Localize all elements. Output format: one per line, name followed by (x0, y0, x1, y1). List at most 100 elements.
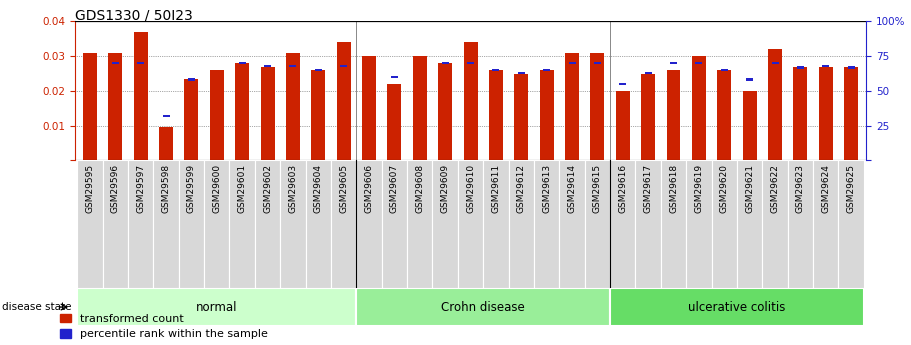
Bar (312, 70, 325, 160)
FancyBboxPatch shape (559, 160, 585, 288)
Bar (108, 53, 122, 160)
Bar (489, 70, 503, 160)
FancyBboxPatch shape (179, 160, 204, 288)
Text: GSM29612: GSM29612 (517, 164, 526, 213)
FancyBboxPatch shape (483, 160, 508, 288)
Text: GSM29598: GSM29598 (161, 164, 170, 213)
Text: GSM29607: GSM29607 (390, 164, 399, 213)
Bar (413, 56, 426, 160)
FancyBboxPatch shape (305, 160, 331, 288)
FancyBboxPatch shape (255, 160, 281, 288)
Bar (515, 73, 528, 160)
Bar (83, 53, 97, 160)
FancyBboxPatch shape (128, 160, 153, 288)
Text: GSM29597: GSM29597 (136, 164, 145, 213)
Bar (717, 70, 732, 160)
Bar (493, 69, 499, 71)
FancyBboxPatch shape (610, 288, 864, 326)
Bar (467, 62, 474, 65)
Bar (670, 62, 677, 65)
Text: GSM29604: GSM29604 (313, 164, 322, 213)
Bar (286, 53, 300, 160)
Bar (387, 84, 402, 160)
Bar (337, 42, 351, 160)
Bar (543, 69, 550, 71)
Text: GSM29613: GSM29613 (542, 164, 551, 213)
Text: GDS1330 / 50I23: GDS1330 / 50I23 (75, 9, 192, 23)
FancyBboxPatch shape (356, 160, 382, 288)
Text: GSM29623: GSM29623 (796, 164, 805, 213)
Text: GSM29603: GSM29603 (289, 164, 297, 213)
FancyBboxPatch shape (814, 160, 838, 288)
Text: GSM29615: GSM29615 (593, 164, 602, 213)
FancyBboxPatch shape (534, 160, 559, 288)
FancyBboxPatch shape (103, 160, 128, 288)
Text: GSM29605: GSM29605 (339, 164, 348, 213)
FancyBboxPatch shape (77, 160, 103, 288)
Text: GSM29611: GSM29611 (491, 164, 500, 213)
Bar (438, 63, 452, 160)
Text: GSM29614: GSM29614 (568, 164, 577, 213)
Text: GSM29620: GSM29620 (720, 164, 729, 213)
Bar (645, 71, 651, 74)
FancyBboxPatch shape (508, 160, 534, 288)
Bar (619, 83, 626, 85)
FancyBboxPatch shape (636, 160, 660, 288)
FancyBboxPatch shape (230, 160, 255, 288)
Bar (695, 62, 702, 65)
Bar (568, 62, 576, 65)
Bar (844, 67, 858, 160)
FancyBboxPatch shape (763, 160, 788, 288)
Text: GSM29618: GSM29618 (669, 164, 678, 213)
Bar (235, 63, 249, 160)
Bar (340, 65, 347, 67)
FancyBboxPatch shape (686, 160, 711, 288)
Bar (134, 32, 148, 160)
Text: GSM29600: GSM29600 (212, 164, 221, 213)
Bar (442, 62, 448, 65)
Text: ulcerative colitis: ulcerative colitis (689, 300, 785, 314)
Bar (188, 78, 195, 81)
Text: GSM29622: GSM29622 (771, 164, 780, 213)
Bar (138, 62, 144, 65)
Bar (692, 56, 706, 160)
Bar (819, 67, 833, 160)
Bar (742, 91, 757, 160)
Bar (746, 78, 753, 81)
Text: GSM29616: GSM29616 (619, 164, 628, 213)
Text: GSM29601: GSM29601 (238, 164, 247, 213)
Bar (594, 62, 601, 65)
Text: GSM29609: GSM29609 (441, 164, 450, 213)
FancyBboxPatch shape (281, 160, 305, 288)
Bar (847, 66, 855, 69)
Bar (315, 69, 322, 71)
Text: GSM29596: GSM29596 (111, 164, 120, 213)
Bar (823, 65, 829, 67)
Text: GSM29595: GSM29595 (86, 164, 95, 213)
Bar (184, 79, 199, 160)
Bar (721, 69, 728, 71)
Text: disease state: disease state (2, 302, 71, 312)
Bar (162, 115, 169, 117)
FancyBboxPatch shape (711, 160, 737, 288)
FancyBboxPatch shape (610, 160, 636, 288)
Bar (590, 53, 604, 160)
Text: GSM29625: GSM29625 (846, 164, 855, 213)
Bar (112, 62, 118, 65)
Text: GSM29608: GSM29608 (415, 164, 425, 213)
FancyBboxPatch shape (356, 288, 610, 326)
FancyBboxPatch shape (737, 160, 763, 288)
Legend: transformed count, percentile rank within the sample: transformed count, percentile rank withi… (60, 314, 268, 339)
FancyBboxPatch shape (458, 160, 483, 288)
FancyBboxPatch shape (382, 160, 407, 288)
Text: GSM29606: GSM29606 (364, 164, 374, 213)
Text: GSM29624: GSM29624 (821, 164, 830, 213)
Bar (210, 70, 224, 160)
Text: normal: normal (196, 300, 238, 314)
Bar (261, 67, 274, 160)
Bar (616, 91, 630, 160)
FancyBboxPatch shape (660, 160, 686, 288)
FancyBboxPatch shape (77, 288, 356, 326)
FancyBboxPatch shape (153, 160, 179, 288)
Bar (159, 127, 173, 160)
